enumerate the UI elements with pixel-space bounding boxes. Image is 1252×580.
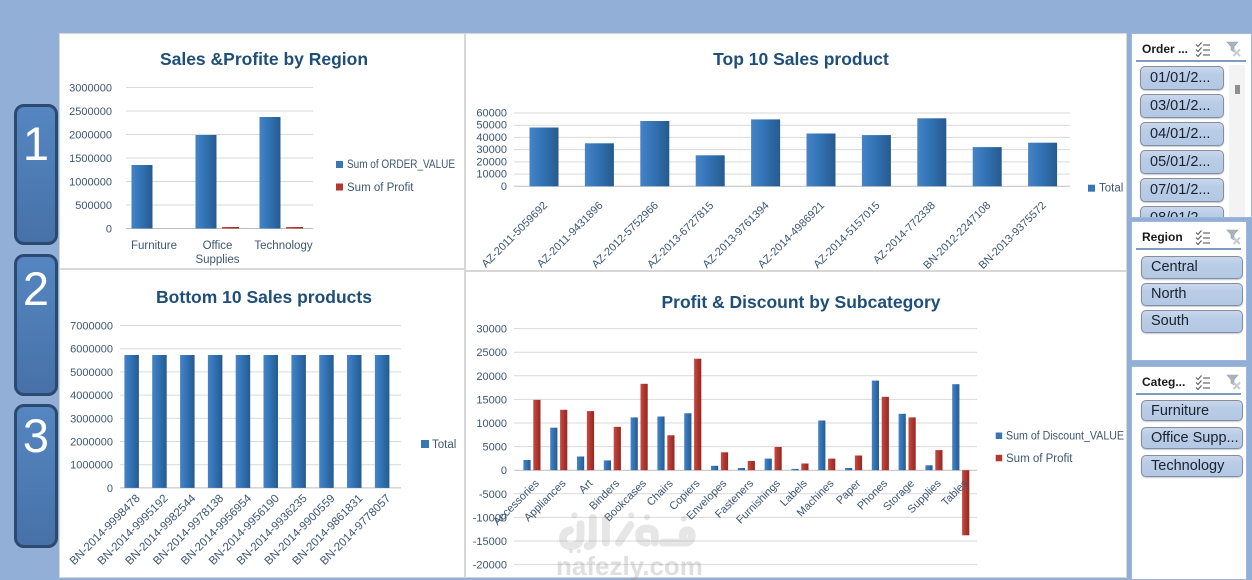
- svg-text:40000: 40000: [476, 132, 507, 144]
- svg-text:5000000: 5000000: [70, 367, 113, 379]
- svg-text:Total: Total: [1099, 183, 1123, 195]
- svg-text:500000: 500000: [75, 200, 112, 212]
- svg-text:Profit & Discount by Subcatego: Profit & Discount by Subcategory: [661, 292, 940, 312]
- svg-text:-15000: -15000: [473, 536, 507, 548]
- svg-text:Technology: Technology: [254, 240, 312, 252]
- svg-text:Sum of Profit: Sum of Profit: [347, 182, 414, 194]
- svg-text:Sum of ORDER_VALUE: Sum of ORDER_VALUE: [347, 159, 455, 171]
- svg-text:Top 10 Sales product: Top 10 Sales product: [713, 49, 889, 69]
- svg-text:10000: 10000: [476, 169, 507, 181]
- svg-text:3000000: 3000000: [69, 83, 112, 95]
- svg-text:1000000: 1000000: [69, 177, 112, 189]
- svg-text:Bottom 10 Sales products: Bottom 10 Sales products: [156, 287, 372, 307]
- svg-text:30000: 30000: [476, 144, 507, 156]
- svg-text:1500000: 1500000: [69, 153, 112, 165]
- svg-text:Sum of Discount_VALUE: Sum of Discount_VALUE: [1006, 431, 1124, 443]
- svg-text:20000: 20000: [476, 371, 507, 383]
- svg-text:0: 0: [106, 224, 112, 236]
- svg-text:60000: 60000: [476, 107, 507, 119]
- svg-text:6000000: 6000000: [70, 344, 113, 356]
- svg-text:0: 0: [501, 465, 507, 477]
- svg-text:2000000: 2000000: [70, 437, 113, 449]
- svg-text:7000000: 7000000: [70, 321, 113, 333]
- svg-text:-10000: -10000: [473, 512, 507, 524]
- svg-text:1000000: 1000000: [70, 460, 113, 472]
- svg-text:50000: 50000: [476, 120, 507, 132]
- svg-text:10000: 10000: [476, 418, 507, 430]
- svg-text:25000: 25000: [476, 347, 507, 359]
- svg-text:-5000: -5000: [479, 489, 507, 501]
- svg-text:Sum of Profit: Sum of Profit: [1006, 453, 1073, 465]
- svg-text:30000: 30000: [476, 324, 507, 336]
- svg-text:0: 0: [107, 483, 113, 495]
- svg-text:20000: 20000: [476, 156, 507, 168]
- svg-text:Sales &Profite by Region: Sales &Profite by Region: [160, 49, 368, 69]
- svg-text:5000: 5000: [483, 442, 507, 454]
- svg-text:Furniture: Furniture: [131, 240, 177, 252]
- svg-text:Office: Office: [203, 240, 233, 252]
- svg-text:3000000: 3000000: [70, 413, 113, 425]
- svg-text:15000: 15000: [476, 394, 507, 406]
- svg-text:0: 0: [501, 181, 507, 193]
- svg-text:2500000: 2500000: [69, 106, 112, 118]
- svg-text:Supplies: Supplies: [195, 254, 239, 266]
- svg-text:2000000: 2000000: [69, 130, 112, 142]
- svg-text:-20000: -20000: [473, 560, 507, 572]
- svg-text:4000000: 4000000: [70, 390, 113, 402]
- svg-text:Total: Total: [432, 439, 456, 451]
